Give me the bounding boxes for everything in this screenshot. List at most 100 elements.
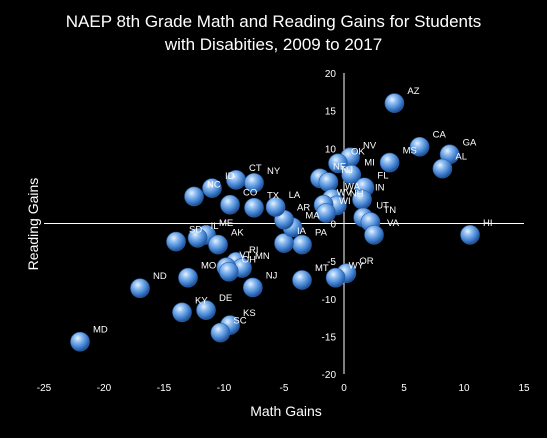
y-tick-label: -5 [327, 257, 336, 268]
point-label: AK [231, 228, 244, 239]
y-tick-label: -10 [322, 295, 337, 306]
point-label: MI [364, 158, 375, 169]
point-label: NJ [266, 270, 278, 281]
data-point [244, 173, 264, 193]
chart-title-line-2: with Disabities, 2009 to 2017 [164, 35, 383, 54]
x-tick-label: 10 [458, 383, 470, 394]
data-point [379, 152, 400, 173]
point-label: KS [243, 308, 256, 319]
point-label: OR [359, 256, 373, 267]
point-label: MD [93, 325, 108, 336]
x-tick-label: 5 [401, 383, 407, 394]
y-tick-label: 15 [325, 107, 337, 118]
data-point [409, 136, 430, 157]
data-point [292, 270, 312, 290]
point-label: MA [305, 210, 320, 221]
x-tick-label: -25 [37, 383, 52, 394]
point-label: MN [255, 251, 270, 262]
data-point [432, 158, 453, 179]
data-point [316, 203, 336, 223]
data-point [220, 194, 240, 215]
data-point [244, 197, 264, 218]
y-axis-label: Reading Gains [25, 178, 41, 271]
point-label: IN [375, 182, 385, 193]
data-point [166, 231, 186, 252]
point-label: IL [211, 221, 219, 232]
y-tick-label: -15 [322, 332, 337, 343]
point-label: DE [219, 293, 232, 304]
point-label: VT [239, 250, 251, 261]
point-label: RI [249, 245, 259, 256]
point-label: PA [315, 228, 328, 239]
point-label: ND [153, 271, 167, 282]
x-tick-label: -10 [217, 383, 232, 394]
data-point [210, 322, 231, 343]
data-point [292, 234, 312, 255]
data-point [172, 302, 192, 323]
y-tick-label: -20 [322, 370, 337, 381]
chart-title: NAEP 8th Grade Math and Reading Gains fo… [0, 10, 547, 56]
data-point [243, 277, 263, 298]
data-point [274, 233, 294, 253]
data-point [196, 300, 216, 320]
point-label: ID [225, 171, 235, 182]
point-label: GA [463, 137, 477, 148]
point-label: MS [403, 146, 417, 157]
data-point [202, 178, 222, 198]
point-label: AZ [407, 86, 419, 97]
data-point [325, 267, 346, 288]
data-point [219, 261, 239, 282]
data-point [70, 331, 90, 352]
x-tick-label: -20 [97, 383, 112, 394]
data-point [184, 186, 204, 207]
y-tick-label: 0 [330, 220, 336, 231]
point-label: NY [267, 166, 281, 177]
point-label: OH [242, 255, 256, 266]
data-point [384, 93, 405, 113]
point-label: NV [363, 140, 377, 151]
data-point [265, 197, 286, 217]
x-tick-label: 15 [518, 383, 530, 394]
data-point [208, 234, 228, 255]
point-label: NC [207, 179, 221, 190]
point-label: MT [315, 263, 329, 274]
point-label: CT [249, 163, 262, 174]
data-point [130, 278, 150, 299]
point-label: NJ [341, 165, 353, 176]
y-tick-label: 10 [325, 144, 337, 155]
x-tick-label: -5 [280, 383, 289, 394]
point-label: AR [297, 203, 310, 214]
point-label: ME [219, 218, 233, 229]
data-point [460, 224, 480, 245]
point-label: NH [350, 188, 364, 199]
point-label: HI [483, 218, 493, 229]
point-label: FL [377, 170, 388, 181]
data-point [328, 153, 348, 174]
point-label: WI [339, 196, 351, 207]
chart-title-line-1: NAEP 8th Grade Math and Reading Gains fo… [65, 12, 482, 31]
point-label: AL [455, 152, 467, 163]
data-point [187, 227, 208, 248]
data-point [341, 164, 362, 185]
point-label: CO [243, 188, 257, 199]
point-label: CA [433, 130, 447, 141]
point-label: UT [376, 200, 389, 211]
point-label: IA [297, 226, 307, 237]
point-label: SC [233, 316, 246, 327]
x-tick-label: 0 [341, 383, 347, 394]
point-label: WY [349, 261, 365, 272]
point-label: TX [267, 191, 280, 202]
point-label: SD [189, 225, 202, 236]
point-label: TN [383, 205, 396, 216]
point-label: VA [387, 218, 400, 229]
data-point [318, 172, 339, 192]
point-label: OK [351, 146, 365, 157]
x-axis-label: Math Gains [250, 403, 322, 419]
point-label: MO [201, 261, 216, 272]
y-tick-label: 20 [325, 69, 337, 80]
data-point [364, 224, 384, 245]
data-point [178, 267, 198, 288]
x-tick-label: -15 [157, 383, 172, 394]
point-label: WV [337, 188, 353, 199]
